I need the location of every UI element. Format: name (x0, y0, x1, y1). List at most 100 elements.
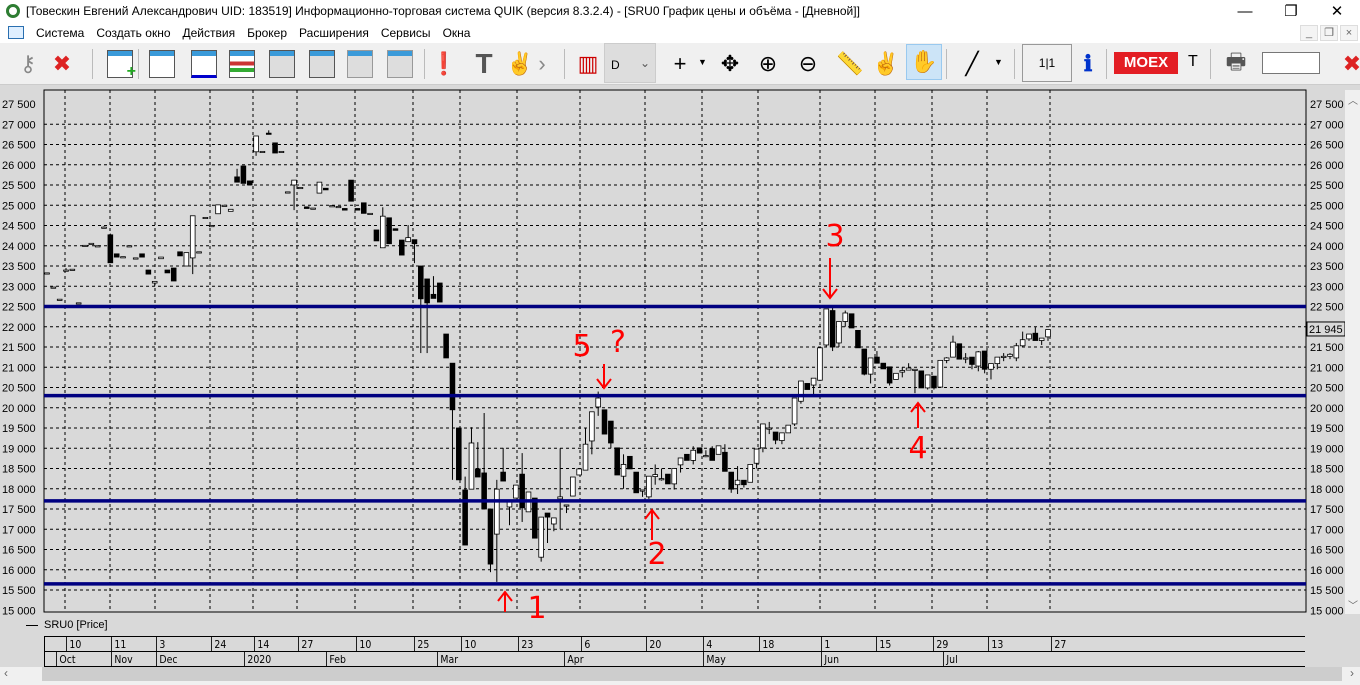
candle-body-down (684, 453, 690, 461)
search-input[interactable] (1262, 52, 1320, 74)
candle-body-up (196, 251, 202, 254)
x-day-tick: 11 (111, 637, 126, 652)
key-icon[interactable]: ⚷ (19, 51, 37, 76)
horizontal-scrollbar[interactable]: ‹ › (0, 666, 1360, 681)
legend-line-icon (26, 624, 38, 626)
y-tick-label-left: 20 000 (2, 403, 36, 415)
ruler-icon[interactable]: 📏 (836, 51, 864, 76)
mdi-restore-button[interactable]: ❐ (1320, 25, 1338, 41)
candle (481, 413, 487, 510)
candle (1045, 329, 1051, 341)
date-axis: 10 11 3 24 14 27 10 25 10 23 6 20 4 18 1 15 29 13 27 Oct Nov… (44, 636, 1305, 667)
close-button[interactable]: ✕ (1330, 3, 1344, 20)
menu-broker[interactable]: Брокер (247, 25, 288, 40)
x-day-tick: 20 (646, 637, 661, 652)
order-book-icon[interactable] (226, 48, 258, 80)
hand-icon[interactable]: ✋ (906, 44, 942, 80)
x-month-tick: Feb (326, 652, 346, 667)
candle-body-up (335, 206, 342, 209)
candle-body-down (424, 278, 430, 304)
annotation-label: 4 (908, 431, 927, 466)
candle-body-up (988, 363, 994, 370)
x-day-tick: 27 (298, 637, 313, 652)
scroll-left-icon[interactable]: ‹ (4, 666, 8, 680)
chart-window-icon[interactable] (146, 48, 178, 80)
menu-create-window[interactable]: Создать окно (96, 25, 171, 40)
toolbar-overflow-icon[interactable]: › (538, 51, 546, 76)
candle (126, 245, 133, 248)
line-dropdown-icon[interactable]: ▼ (994, 57, 1003, 67)
menu-extensions[interactable]: Расширения (299, 25, 369, 40)
scrollbar-thumb[interactable] (42, 667, 1342, 681)
menu-services[interactable]: Сервисы (380, 25, 431, 40)
candle-body-down (487, 508, 494, 565)
candle (981, 350, 988, 374)
candle (715, 445, 722, 455)
zoom-in-icon[interactable]: ⊕ (758, 51, 778, 76)
candle-body-up (63, 269, 69, 272)
minimize-button[interactable]: — (1237, 2, 1253, 20)
candle (652, 464, 658, 485)
pointer-icon[interactable]: ✌ (872, 51, 900, 76)
chart-type-icon[interactable]: ▥ (577, 51, 599, 76)
candle (107, 233, 114, 264)
scatter-window-icon[interactable] (188, 48, 220, 80)
crosshair-dropdown-icon[interactable]: ▼ (698, 57, 707, 67)
restore-button[interactable]: ❐ (1284, 3, 1298, 20)
candle-body-down (449, 362, 456, 411)
print-table-icon[interactable] (384, 48, 416, 80)
candle (836, 321, 842, 347)
alert-icon[interactable]: ❗ (430, 51, 458, 76)
candle (303, 206, 310, 209)
x-month-tick: Jul (943, 652, 958, 667)
text-tool-icon[interactable]: T (475, 48, 493, 79)
candle-body-down (430, 293, 437, 299)
candle-body-up (671, 468, 677, 485)
menu-system[interactable]: Система (36, 25, 85, 40)
trading-button[interactable]: T (1188, 53, 1198, 70)
candle-body-up (405, 237, 411, 243)
scroll-down-icon[interactable]: ﹀ (1348, 601, 1358, 612)
chart-window-icon[interactable] (8, 26, 24, 39)
candle (56, 298, 63, 301)
deals-icon[interactable] (266, 48, 298, 80)
moex-button[interactable]: MOEX (1114, 52, 1178, 74)
line-tool-icon[interactable]: ╱ (965, 51, 979, 76)
menu-windows[interactable]: Окна (442, 25, 471, 40)
candle-body-up (284, 191, 291, 194)
zoom-out-icon[interactable]: ⊖ (798, 51, 818, 76)
mdi-minimize-button[interactable]: _ (1300, 25, 1318, 41)
two-finger-icon[interactable]: ✌ (506, 51, 534, 76)
candle (728, 471, 735, 493)
candle-body-down (874, 356, 880, 364)
scale-button[interactable]: 1|1 (1022, 44, 1072, 82)
vertical-scrollbar[interactable]: ︿ ﹀ (1345, 90, 1360, 614)
candle (576, 468, 582, 476)
candle-body-up (202, 216, 209, 219)
key-disconnect-icon[interactable]: ✖ (52, 51, 72, 76)
candle (614, 447, 620, 476)
scroll-right-icon[interactable]: › (1350, 666, 1354, 680)
move-icon[interactable]: ✥ (720, 51, 740, 76)
mdi-close-button[interactable]: × (1340, 25, 1358, 41)
interval-select[interactable]: D ⌄ (604, 43, 656, 83)
price-chart[interactable]: 27 500 27 500 27 000 27 000 26 500 26 500 26 0… (0, 86, 1345, 636)
y-tick-label-right: 25 500 (1310, 180, 1344, 192)
scroll-up-icon[interactable]: ︿ (1348, 96, 1358, 107)
print-preview-icon[interactable]: 🖶 (1225, 49, 1247, 74)
new-window-icon[interactable]: + (104, 48, 136, 80)
delete-table-icon[interactable] (344, 48, 376, 80)
candle-body-down (1032, 332, 1039, 341)
info-icon[interactable]: ℹ (1083, 51, 1093, 76)
candle (475, 442, 481, 478)
menu-actions[interactable]: Действия (182, 25, 236, 40)
candle (956, 343, 963, 360)
candle (924, 374, 931, 390)
chevron-down-icon: ⌄ (639, 56, 650, 70)
table-settings-icon[interactable] (306, 48, 338, 80)
crosshair-icon[interactable]: + (673, 51, 687, 76)
candle (753, 448, 760, 469)
candle (538, 516, 544, 562)
user-icon[interactable]: ✖ (1342, 51, 1360, 76)
candle (639, 489, 646, 497)
